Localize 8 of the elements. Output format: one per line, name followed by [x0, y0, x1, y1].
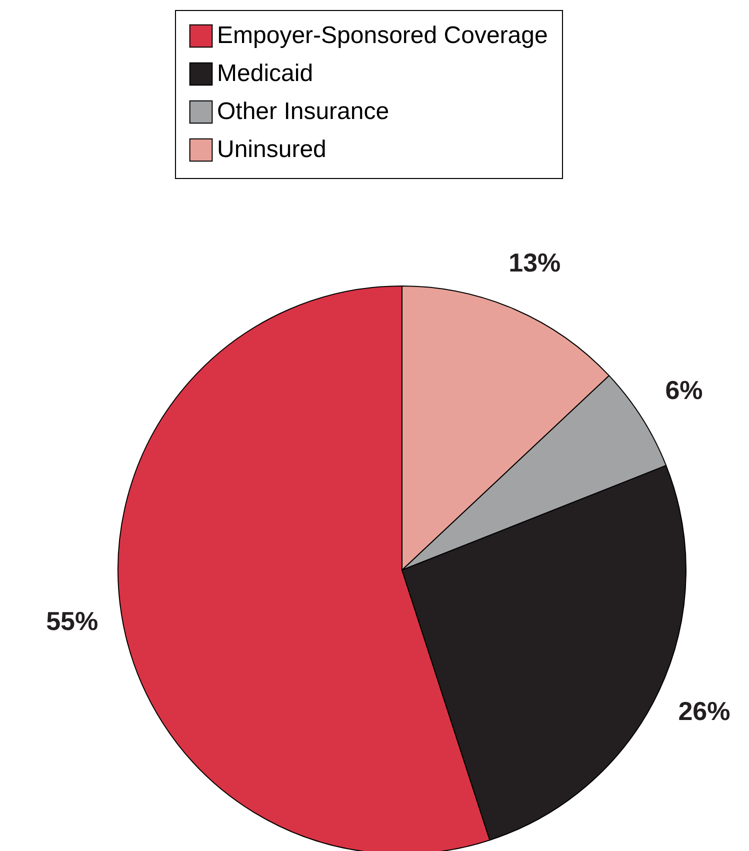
data-label: 26% [678, 696, 730, 726]
data-label: 6% [665, 375, 703, 406]
data-label: 55% [46, 606, 98, 636]
legend-label: Uninsured [217, 136, 326, 163]
legend-label: Other Insurance [217, 98, 390, 125]
legend-label: Empoyer-Sponsored Coverage [217, 22, 548, 49]
data-label: 13% [508, 247, 561, 278]
legend-label: Medicaid [217, 60, 314, 87]
